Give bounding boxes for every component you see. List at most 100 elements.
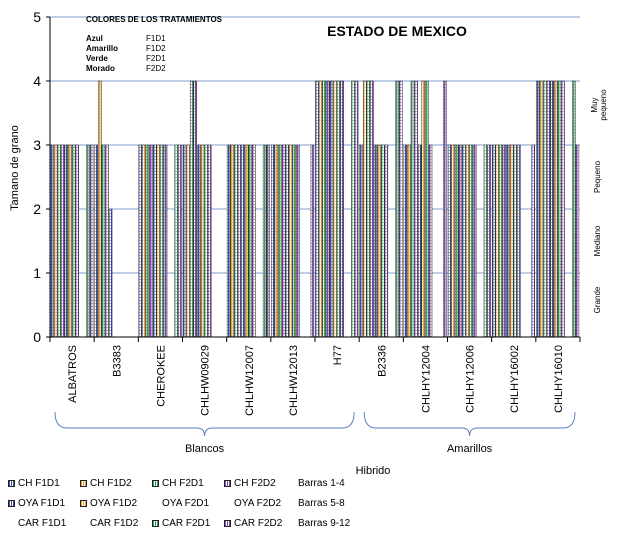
bar <box>160 144 164 338</box>
bar <box>57 144 61 338</box>
bar <box>451 144 455 338</box>
legend-note: Barras 9-12 <box>298 518 351 529</box>
bar <box>94 144 98 338</box>
legend-item: OYA F1D2 <box>80 498 152 509</box>
bar <box>248 144 252 338</box>
bar <box>443 80 447 338</box>
size-category-label: Muypequeno <box>590 89 608 121</box>
bar <box>53 144 58 338</box>
bar <box>572 80 576 338</box>
x-tick-label: CHLHY16010 <box>553 345 565 413</box>
x-axis-label: Hibrido <box>356 465 391 477</box>
bar <box>315 80 319 338</box>
x-tick-label: B2336 <box>376 345 388 377</box>
legend-swatch <box>224 480 231 487</box>
bar <box>458 144 463 338</box>
bar <box>289 144 293 338</box>
bar <box>517 144 521 338</box>
bar <box>454 144 459 338</box>
bar <box>252 144 256 338</box>
x-tick-label: ALBATROS <box>67 345 79 403</box>
bar <box>557 80 562 338</box>
legend-label: OYA F2D1 <box>162 498 210 509</box>
bar <box>359 144 363 338</box>
grid-lines <box>50 16 580 274</box>
x-tick-label: CHLHW12007 <box>244 345 256 416</box>
bar <box>472 144 477 338</box>
bar <box>502 144 507 338</box>
bar <box>178 144 182 338</box>
bar <box>207 144 212 338</box>
bar <box>410 80 415 338</box>
legend-item: CH F2D2 <box>224 478 296 489</box>
x-tick-label: CHLHY16002 <box>509 345 521 413</box>
x-tick-label: B3383 <box>111 345 123 377</box>
bar <box>340 80 344 338</box>
bar <box>483 144 488 338</box>
bar <box>108 208 113 338</box>
bar <box>244 144 249 338</box>
bar <box>550 80 554 338</box>
bar <box>531 144 535 338</box>
bar <box>318 80 323 338</box>
group-bracket <box>54 411 355 437</box>
treatment-color-name: Morado <box>86 64 115 73</box>
bar <box>506 144 510 338</box>
bar <box>193 80 198 338</box>
bar <box>145 144 150 338</box>
legend-label: OYA F2D2 <box>234 498 282 509</box>
legend-label: CAR F1D2 <box>90 518 139 529</box>
bar <box>281 144 286 338</box>
bar <box>322 80 326 338</box>
size-category-label: Mediano <box>593 225 602 256</box>
bar <box>377 144 381 338</box>
legend-swatch <box>8 500 15 507</box>
bar <box>105 144 109 338</box>
legend-swatch <box>8 480 15 487</box>
bar <box>469 144 473 338</box>
legend-item: CAR F1D2 <box>80 518 152 529</box>
bar <box>274 144 279 338</box>
bar <box>462 144 466 338</box>
bar <box>399 80 403 338</box>
legend-item: CH F1D2 <box>80 478 152 489</box>
bar <box>98 80 102 338</box>
bar <box>465 144 470 338</box>
bar <box>536 80 540 338</box>
bar <box>241 144 245 338</box>
bar <box>138 144 143 338</box>
bar <box>370 80 374 338</box>
bar <box>86 144 90 338</box>
legend-row: CH F1D1 CH F1D2 CH F2D1 CH F2D2 Barras 1-4 <box>8 478 345 489</box>
legend-label: CAR F1D1 <box>18 518 67 529</box>
legend-row: OYA F1D1 OYA F1D2 OYA F2D1 OYA F2D2 Barras 5… <box>8 498 345 509</box>
bar <box>174 144 179 338</box>
treatment-color-code: F1D1 <box>146 34 166 43</box>
bar <box>513 144 517 338</box>
bar <box>71 144 76 338</box>
bar <box>403 144 408 338</box>
legend-item: OYA F2D2 <box>224 498 296 509</box>
bar <box>575 144 580 338</box>
bar <box>285 144 289 338</box>
bar <box>234 144 238 338</box>
legend-item: OYA F1D1 <box>8 498 80 509</box>
bars <box>50 80 580 338</box>
legend-label: CH F1D1 <box>18 478 60 489</box>
bar <box>50 144 54 338</box>
bar <box>417 144 422 338</box>
bar <box>197 144 201 338</box>
bar <box>428 144 433 338</box>
legend-row: CAR F1D1 CAR F1D2 CAR F2D1 CAR F2D2 Barras 9… <box>8 518 350 529</box>
bar <box>395 80 399 338</box>
legend-label: CAR F2D2 <box>234 518 283 529</box>
y-tick-label: 5 <box>33 9 41 25</box>
bar <box>384 144 389 338</box>
bar <box>336 80 341 338</box>
legend-item: CH F1D1 <box>8 478 80 489</box>
treatment-color-name: Azul <box>86 34 103 43</box>
bar <box>546 80 551 338</box>
legend-note: Barras 1-4 <box>298 478 345 489</box>
bar <box>554 80 558 338</box>
